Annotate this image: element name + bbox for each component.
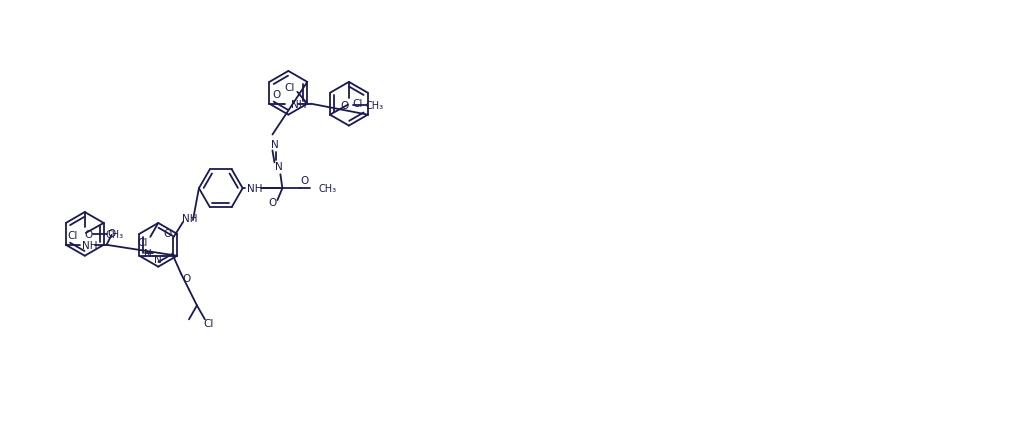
- Text: CH₃: CH₃: [318, 184, 336, 194]
- Text: NH: NH: [81, 240, 97, 250]
- Text: Cl: Cl: [204, 319, 214, 329]
- Text: O: O: [341, 101, 349, 111]
- Text: Cl: Cl: [353, 99, 363, 108]
- Text: Cl: Cl: [137, 237, 147, 247]
- Text: O: O: [273, 89, 281, 99]
- Text: O: O: [84, 229, 93, 239]
- Text: CH₃: CH₃: [365, 101, 384, 111]
- Text: O: O: [183, 273, 191, 283]
- Text: N: N: [275, 162, 282, 172]
- Text: O: O: [269, 197, 277, 207]
- Text: N: N: [271, 140, 278, 150]
- Text: NH: NH: [182, 214, 198, 224]
- Text: O: O: [107, 228, 115, 238]
- Text: N: N: [144, 248, 152, 258]
- Text: Cl: Cl: [284, 82, 294, 92]
- Text: NH: NH: [291, 99, 307, 109]
- Text: O: O: [300, 176, 309, 186]
- Text: NH: NH: [247, 184, 262, 194]
- Text: CH₃: CH₃: [106, 229, 123, 239]
- Text: N: N: [154, 254, 162, 264]
- Text: O: O: [163, 228, 171, 238]
- Text: Cl: Cl: [68, 230, 78, 240]
